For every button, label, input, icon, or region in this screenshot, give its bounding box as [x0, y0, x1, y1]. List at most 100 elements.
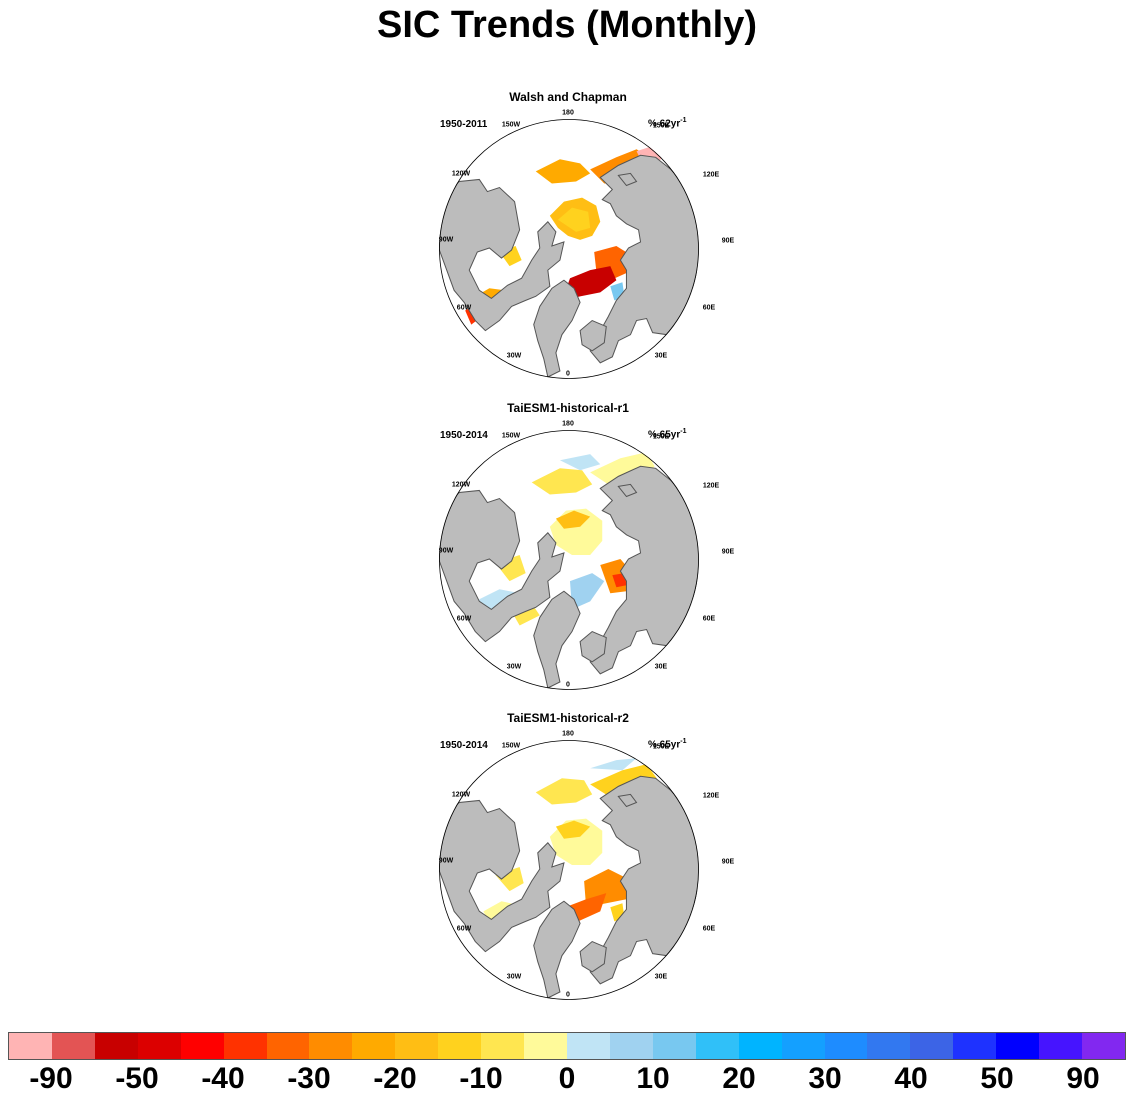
figure-title: SIC Trends (Monthly) [377, 4, 757, 46]
longitude-label: 180 [562, 730, 574, 738]
longitude-label: 120E [702, 482, 720, 490]
longitude-label: 120E [702, 792, 720, 800]
longitude-label: 90W [438, 857, 454, 865]
longitude-label: 150W [501, 742, 521, 750]
colorbar-tick-label: 20 [722, 1062, 756, 1095]
sic-trend-patch [570, 573, 605, 610]
longitude-label: 60W [456, 304, 472, 312]
longitude-label: 90E [721, 548, 735, 556]
land-mass [533, 279, 581, 378]
colorbar-tick-label: -50 [115, 1062, 159, 1095]
panel-units: % 65yr-1 [648, 428, 687, 441]
polar-map [439, 119, 699, 379]
colorbar-swatch [738, 1033, 782, 1059]
map-panel: TaiESM1-historical-r2 1950-2014 % 65yr-1 18… [420, 711, 734, 1011]
polar-map [439, 740, 699, 1000]
longitude-label: 30W [506, 663, 522, 671]
colorbar-swatch [996, 1033, 1040, 1059]
colorbar-swatch [695, 1033, 739, 1059]
longitude-label: 30W [506, 973, 522, 981]
longitude-label: 30E [654, 973, 668, 981]
land-mass [617, 793, 638, 808]
colorbar-tick-label: -20 [373, 1062, 417, 1095]
colorbar-tick-label: -40 [201, 1062, 245, 1095]
colorbar-tick-label: 40 [894, 1062, 928, 1095]
land-mass [579, 940, 607, 973]
colorbar-tick-label: -10 [459, 1062, 503, 1095]
colorbar [8, 1032, 1126, 1060]
colorbar-swatch [309, 1033, 353, 1059]
longitude-label: 150E [652, 433, 670, 441]
longitude-label: 150W [501, 432, 521, 440]
colorbar-swatch [223, 1033, 267, 1059]
colorbar-swatch [824, 1033, 868, 1059]
land-mass [439, 799, 565, 953]
panel-period: 1950-2014 [440, 430, 488, 441]
sic-trend-patch [535, 778, 593, 805]
colorbar-swatch [524, 1033, 567, 1059]
colorbar-tick-label: 90 [1066, 1062, 1100, 1095]
longitude-label: 30E [654, 663, 668, 671]
longitude-label: 30E [654, 352, 668, 360]
longitude-label: 150W [501, 121, 521, 129]
colorbar-swatch [266, 1033, 310, 1059]
longitude-label: 60W [456, 615, 472, 623]
longitude-label: 60W [456, 925, 472, 933]
colorbar-tick-label: -30 [287, 1062, 331, 1095]
sic-trend-patch [555, 820, 591, 839]
panel-units: % 65yr-1 [648, 738, 687, 751]
longitude-label: 120W [451, 791, 471, 799]
panel-period: 1950-2011 [440, 119, 488, 130]
map-boundary [439, 740, 699, 1000]
land-mass [617, 483, 638, 498]
land-mass [439, 489, 565, 643]
longitude-label: 90E [721, 237, 735, 245]
colorbar-swatch [9, 1033, 52, 1059]
longitude-label: 120W [451, 481, 471, 489]
colorbar-swatch [652, 1033, 696, 1059]
longitude-label: 90W [438, 547, 454, 555]
longitude-label: 90W [438, 236, 454, 244]
longitude-label: 0 [566, 681, 570, 689]
longitude-label: 60E [702, 925, 716, 933]
sic-trend-patch [559, 454, 601, 471]
land-mass [579, 319, 607, 352]
sic-trend-patch [557, 207, 591, 232]
land-mass [533, 590, 581, 689]
map-boundary [439, 430, 699, 690]
map-panel: TaiESM1-historical-r1 1950-2014 % 65yr-1 18… [420, 401, 734, 701]
longitude-label: 0 [566, 991, 570, 999]
colorbar-tick-label: 10 [636, 1062, 670, 1095]
colorbar-tick-label: 30 [808, 1062, 842, 1095]
longitude-label: 90E [721, 858, 735, 866]
panel-period: 1950-2014 [440, 740, 488, 751]
sic-trend-patch [531, 468, 593, 495]
map-boundary [439, 119, 699, 379]
colorbar-tick-label: -90 [29, 1062, 73, 1095]
colorbar-swatch [51, 1033, 95, 1059]
longitude-label: 60E [702, 615, 716, 623]
longitude-label: 180 [562, 420, 574, 428]
colorbar-swatch [180, 1033, 224, 1059]
colorbar-swatch [953, 1033, 997, 1059]
colorbar-swatch [867, 1033, 911, 1059]
colorbar-swatch [352, 1033, 396, 1059]
colorbar-swatch [566, 1033, 610, 1059]
longitude-label: 30W [506, 352, 522, 360]
sic-trend-patch [612, 573, 627, 588]
longitude-label: 150E [652, 743, 670, 751]
sic-trend-patch [590, 758, 637, 771]
colorbar-swatch [438, 1033, 482, 1059]
sic-trend-patch [555, 510, 591, 529]
colorbar-swatch [481, 1033, 525, 1059]
colorbar-swatch [1039, 1033, 1083, 1059]
colorbar-swatch [94, 1033, 138, 1059]
longitude-label: 120E [702, 171, 720, 179]
longitude-label: 150E [652, 122, 670, 130]
colorbar-swatch [781, 1033, 825, 1059]
colorbar-swatch [1082, 1033, 1125, 1059]
longitude-label: 120W [451, 170, 471, 178]
colorbar-swatch [910, 1033, 954, 1059]
longitude-label: 180 [562, 109, 574, 117]
land-mass [533, 900, 581, 999]
